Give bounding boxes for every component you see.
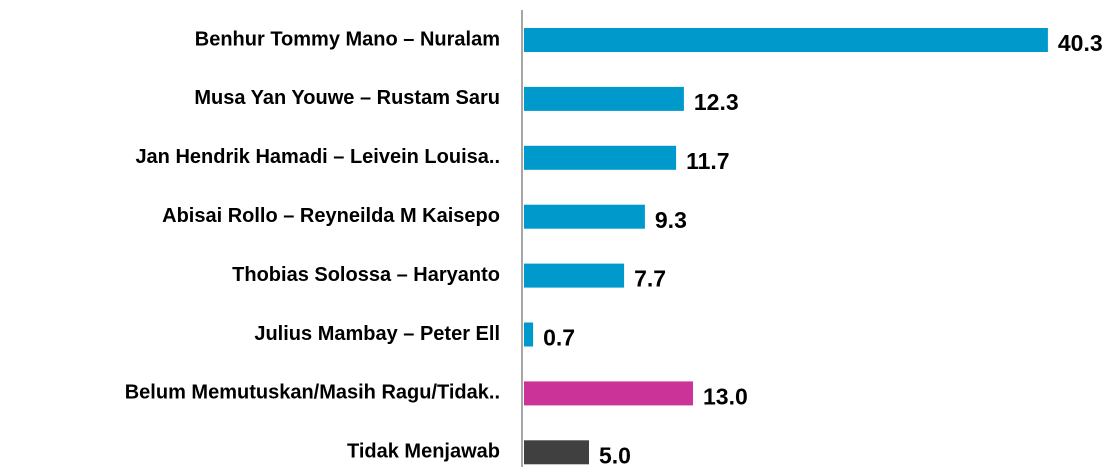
- category-label: Musa Yan Youwe – Rustam Saru: [194, 87, 500, 109]
- category-label: Julius Mambay – Peter Ell: [254, 323, 500, 345]
- bar: [524, 86, 684, 111]
- value-label: 5.0: [599, 442, 631, 467]
- bar: [524, 322, 534, 347]
- category-label: Benhur Tommy Mano – Nuralam: [195, 28, 500, 50]
- category-label: Tidak Menjawab: [347, 441, 500, 463]
- value-label: 7.7: [634, 266, 666, 292]
- category-label: Belum Memutuskan/Masih Ragu/Tidak..: [125, 382, 500, 404]
- bar: [524, 204, 645, 229]
- value-label: 11.7: [686, 148, 730, 174]
- value-label: 12.3: [694, 89, 739, 115]
- bar: [524, 145, 677, 170]
- bar: [524, 381, 693, 406]
- bar: [524, 263, 625, 288]
- category-label: Thobias Solossa – Haryanto: [232, 264, 500, 286]
- category-label: Jan Hendrik Hamadi – Leivein Louisa..: [135, 146, 500, 168]
- value-label: 13.0: [703, 383, 748, 409]
- value-label: 0.7: [543, 325, 575, 351]
- bar: [524, 440, 589, 465]
- bar: [524, 28, 1048, 52]
- category-label: Abisai Rollo – Reyneilda M Kaisepo: [162, 205, 500, 227]
- value-label: 9.3: [655, 207, 687, 233]
- value-label: 40.3: [1058, 30, 1103, 56]
